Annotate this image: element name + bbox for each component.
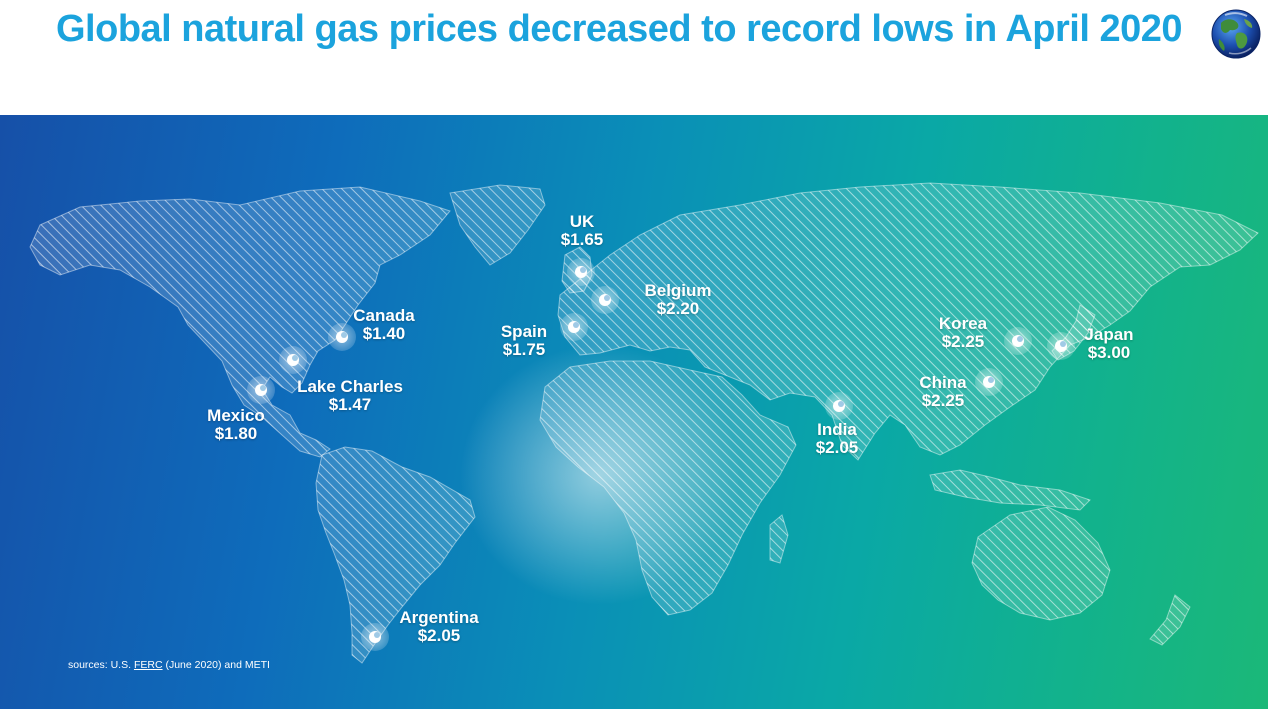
label-argentina: Argentina $2.05: [390, 609, 488, 645]
label-lake-charles-price: $1.47: [328, 395, 372, 414]
label-mexico: Mexico $1.80: [200, 407, 272, 443]
label-korea-price: $2.25: [941, 332, 985, 351]
landmass-new-zealand: [1149, 594, 1191, 646]
label-belgium-name: Belgium: [644, 281, 712, 300]
world-map-graphic: [29, 182, 1259, 664]
world-map: UK $1.65 Belgium $2.20 Spain $1.75 Canad…: [0, 115, 1268, 709]
sources-suffix: (June 2020) and METI: [162, 659, 270, 671]
sources-ferc-link[interactable]: FERC: [133, 659, 163, 671]
label-canada-price: $1.40: [362, 324, 406, 343]
marker-spain: [560, 313, 588, 341]
marker-canada: [328, 323, 356, 351]
marker-japan: [1047, 332, 1075, 360]
label-belgium: Belgium $2.20: [634, 282, 722, 318]
label-mexico-name: Mexico: [207, 406, 265, 425]
label-argentina-name: Argentina: [399, 608, 479, 627]
label-japan-name: Japan: [1084, 325, 1134, 344]
earth-globe-icon: [1211, 9, 1261, 59]
marker-india: [825, 392, 853, 420]
label-japan-price: $3.00: [1087, 343, 1131, 362]
label-korea-name: Korea: [938, 314, 988, 333]
label-china-name: China: [919, 373, 967, 392]
landmass-south-america: [315, 446, 476, 664]
sources-note: sources: U.S. FERC (June 2020) and METI: [68, 659, 270, 671]
label-china-price: $2.25: [921, 391, 965, 410]
label-korea: Korea $2.25: [930, 315, 996, 351]
marker-uk: [567, 258, 595, 286]
landmass-southeast-asia-islands: [929, 469, 1091, 511]
landmass-africa: [539, 360, 797, 616]
landmass-australia: [971, 506, 1111, 621]
landmass-madagascar: [769, 514, 789, 564]
page-title: Global natural gas prices decreased to r…: [56, 8, 1183, 50]
location-markers: [247, 258, 1075, 651]
sources-prefix: sources: U.S.: [68, 659, 134, 671]
label-china: China $2.25: [912, 374, 974, 410]
marker-mexico: [247, 376, 275, 404]
label-uk-price: $1.65: [560, 230, 604, 249]
landmass-greenland: [449, 184, 546, 266]
label-india-name: India: [817, 420, 857, 439]
label-spain-price: $1.75: [502, 340, 546, 359]
label-lake-charles: Lake Charles $1.47: [290, 378, 410, 414]
label-lake-charles-name: Lake Charles: [297, 377, 403, 396]
label-canada-name: Canada: [353, 306, 415, 325]
landmass-eurasia: [557, 182, 1259, 461]
marker-belgium: [591, 286, 619, 314]
label-uk: UK $1.65: [555, 213, 609, 249]
label-spain-name: Spain: [500, 322, 548, 341]
label-japan: Japan $3.00: [1078, 326, 1140, 362]
label-india-price: $2.05: [815, 438, 859, 457]
label-argentina-price: $2.05: [417, 626, 461, 645]
marker-lake-charles: [279, 346, 307, 374]
marker-korea: [1004, 327, 1032, 355]
label-mexico-price: $1.80: [214, 424, 258, 443]
label-belgium-price: $2.20: [656, 299, 700, 318]
label-uk-name: UK: [569, 212, 595, 231]
label-spain: Spain $1.75: [494, 323, 554, 359]
label-india: India $2.05: [806, 421, 868, 457]
label-canada: Canada $1.40: [346, 307, 422, 343]
marker-china: [975, 368, 1003, 396]
marker-argentina: [361, 623, 389, 651]
